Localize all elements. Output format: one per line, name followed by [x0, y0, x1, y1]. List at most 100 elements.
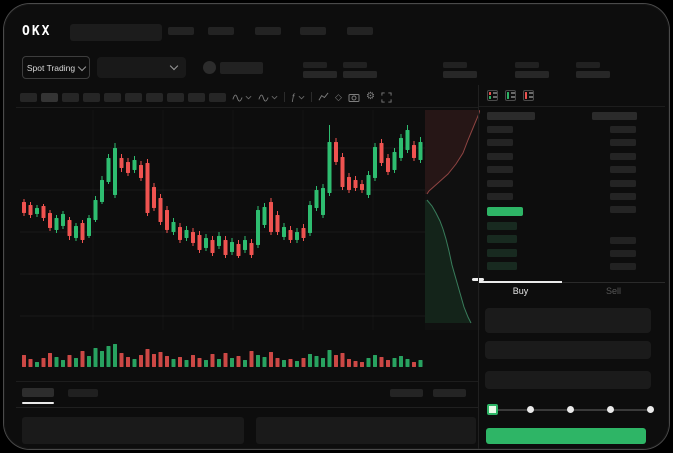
bottom-tabs-divider — [16, 407, 478, 408]
ticker-stats-skeletons — [303, 58, 623, 82]
book-bids-only-icon[interactable] — [505, 90, 516, 101]
orderbook-amount-header-skeleton — [592, 112, 637, 120]
compare-icon[interactable]: ◇ — [335, 92, 342, 102]
ask-price-skeleton[interactable] — [487, 193, 513, 200]
nav-item-skeleton[interactable] — [255, 27, 281, 35]
total-field-skeleton[interactable] — [485, 371, 651, 389]
bottom-tab-active-skeleton[interactable] — [22, 388, 54, 397]
tab-buy[interactable]: Buy — [512, 286, 529, 296]
orders-panel-skeleton — [256, 417, 476, 444]
buy-submit-button[interactable] — [486, 428, 646, 444]
timeframe-button-skeleton[interactable] — [146, 93, 163, 102]
ask-price-skeleton[interactable] — [487, 139, 513, 147]
stat-label-skeleton — [515, 62, 539, 68]
bottom-tab-skeleton[interactable] — [68, 389, 98, 397]
depth-overlay — [425, 110, 480, 324]
orderbook-view-icons — [487, 90, 534, 101]
timeframe-button-skeleton[interactable] — [188, 93, 205, 102]
volume-bars — [22, 344, 423, 367]
order-panel: Buy Sell — [479, 85, 665, 449]
nav-item-skeleton[interactable] — [300, 27, 326, 35]
overlay-style-icon[interactable] — [258, 92, 278, 103]
tab-sell[interactable]: Sell — [605, 286, 621, 296]
stat-label-skeleton — [343, 62, 367, 68]
stat-label-skeleton — [576, 62, 600, 68]
ask-amount-skeleton — [610, 139, 636, 147]
tab-divider — [562, 282, 665, 283]
ask-amount-skeleton — [610, 193, 636, 200]
timeframe-button-skeleton[interactable] — [20, 93, 37, 102]
timeframe-button-skeleton[interactable] — [167, 93, 184, 102]
ask-price-skeleton[interactable] — [487, 126, 513, 133]
slider-stop-dot[interactable] — [567, 406, 574, 413]
pair-name-skeleton — [220, 62, 263, 74]
toolbar-divider — [16, 107, 478, 108]
stat-label-skeleton — [303, 62, 327, 68]
slider-stop-dot[interactable] — [527, 406, 534, 413]
market-type-selector[interactable]: Spot Trading — [22, 56, 90, 79]
nav-item-skeleton[interactable] — [168, 27, 194, 35]
toolbar-separator — [284, 92, 285, 102]
timeframe-button-skeleton[interactable] — [209, 93, 226, 102]
candlestick-chart[interactable] — [20, 110, 425, 330]
search-pair-skeleton[interactable] — [70, 24, 162, 41]
slider-stop-dot[interactable] — [607, 406, 614, 413]
stat-label-skeleton — [443, 62, 467, 68]
chevron-down-icon — [169, 61, 179, 71]
slider-stop-dot[interactable] — [647, 406, 654, 413]
trendline-icon[interactable] — [318, 92, 329, 103]
bid-price-skeleton[interactable] — [487, 261, 517, 270]
book-combined-icon[interactable] — [487, 90, 498, 101]
panel-divider — [478, 85, 479, 449]
price-field-skeleton[interactable] — [485, 308, 651, 333]
bottom-tab-active-underline — [22, 402, 54, 404]
nav-item-skeleton[interactable] — [347, 27, 373, 35]
bid-amount-skeleton — [610, 263, 636, 271]
coin-avatar — [203, 61, 216, 74]
indicators-icon[interactable]: ƒ — [291, 92, 305, 102]
amount-slider[interactable] — [482, 401, 662, 419]
bid-price-skeleton[interactable] — [487, 248, 517, 257]
slider-handle[interactable] — [487, 404, 498, 415]
amount-field-skeleton[interactable] — [485, 341, 651, 359]
market-type-label: Spot Trading — [26, 62, 76, 73]
chevron-down-icon — [77, 62, 87, 71]
bid-price-skeleton[interactable] — [487, 235, 517, 244]
screenshot-icon[interactable] — [348, 92, 360, 103]
ask-amount-skeleton — [610, 152, 636, 160]
ask-amount-skeleton — [610, 206, 636, 214]
timeframe-button-skeleton[interactable] — [41, 93, 58, 102]
fullscreen-icon[interactable] — [381, 91, 392, 103]
timeframe-button-skeleton[interactable] — [104, 93, 121, 102]
ask-price-skeleton[interactable] — [487, 152, 513, 160]
ask-amount-skeleton — [610, 179, 636, 187]
timeframe-button-skeleton[interactable] — [83, 93, 100, 102]
buy-tab-underline — [479, 281, 562, 283]
chart-bottom-divider — [16, 381, 478, 382]
orders-panel-skeleton — [22, 417, 244, 444]
stat-value-skeleton — [343, 71, 377, 78]
app-window: OKX Spot Trading ƒ ◇ ⚙ — [4, 4, 669, 449]
bottom-right-tab-skeleton[interactable] — [390, 389, 423, 397]
bid-price-skeleton[interactable] — [487, 222, 517, 230]
chart-toolbar-icons: ƒ ◇ ⚙ — [232, 89, 392, 105]
nav-item-skeleton[interactable] — [208, 27, 234, 35]
pair-dropdown[interactable] — [97, 57, 186, 78]
timeframe-button-skeleton[interactable] — [125, 93, 142, 102]
chart-settings-icon[interactable]: ⚙ — [365, 91, 375, 102]
last-price-bar — [487, 207, 523, 216]
bid-amount-skeleton — [610, 250, 636, 258]
ask-amount-skeleton — [610, 126, 636, 133]
bottom-right-tab-skeleton[interactable] — [433, 389, 466, 397]
chart-style-icon[interactable] — [232, 92, 252, 103]
book-asks-only-icon[interactable] — [523, 90, 534, 101]
stat-value-skeleton — [515, 71, 549, 78]
stat-value-skeleton — [576, 71, 610, 78]
timeframe-button-skeleton[interactable] — [62, 93, 79, 102]
ask-price-skeleton[interactable] — [487, 179, 513, 187]
orderbook-divider — [479, 106, 665, 107]
okx-logo: OKX — [22, 23, 52, 40]
nav-skeletons — [168, 27, 388, 37]
ask-price-skeleton[interactable] — [487, 166, 513, 174]
